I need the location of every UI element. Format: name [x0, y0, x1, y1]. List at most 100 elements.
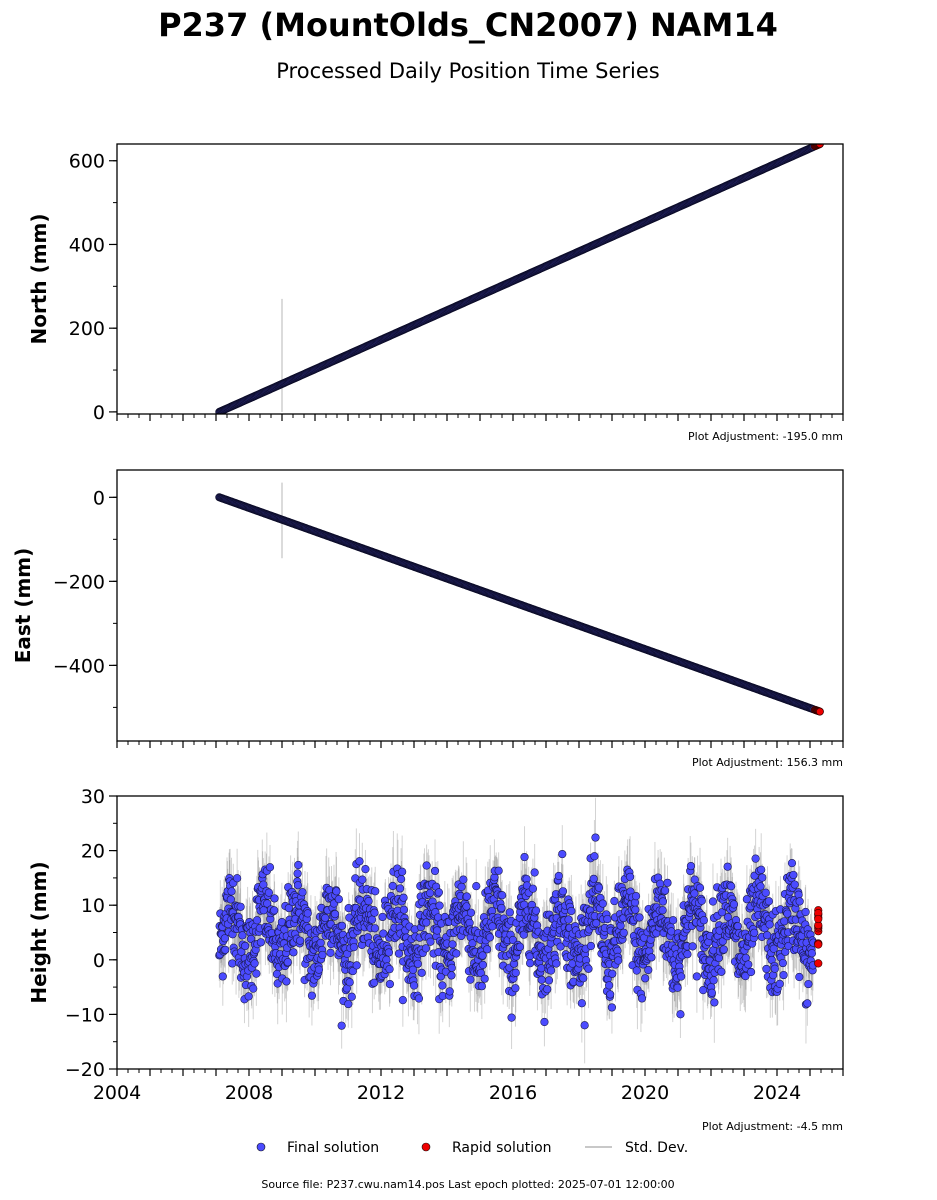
east-y-axis-label: East (mm) — [11, 548, 35, 664]
height-final-point — [414, 994, 424, 1003]
height-rapid-point — [814, 914, 823, 924]
x-tick-label: 2016 — [489, 1082, 537, 1104]
height-final-point — [556, 942, 565, 951]
height-final-point — [250, 959, 259, 968]
height-final-point — [770, 964, 779, 973]
height-final-point — [466, 975, 475, 984]
north-y-tick-label: 600 — [69, 151, 105, 173]
height-final-point — [289, 948, 298, 957]
height-final-point — [316, 938, 325, 948]
height-final-point — [477, 982, 486, 991]
height-final-point — [552, 959, 561, 968]
height-plot-adjustment: Plot Adjustment: -4.5 mm — [702, 1120, 843, 1133]
height-final-point — [355, 857, 364, 866]
height-final-point — [337, 1021, 346, 1030]
height-final-point — [607, 1003, 617, 1012]
height-final-point — [417, 968, 426, 977]
height-final-point — [554, 871, 563, 881]
height-final-point — [577, 999, 586, 1008]
height-final-point — [669, 916, 678, 925]
height-final-point — [515, 942, 525, 951]
north-y-tick-label: 400 — [69, 234, 105, 256]
height-final-point — [361, 865, 370, 874]
height-final-point — [626, 872, 635, 881]
height-final-point — [717, 967, 726, 976]
height-final-point — [435, 901, 444, 910]
height-final-point — [447, 963, 456, 972]
height-final-point — [321, 913, 330, 923]
height-y-tick-label: −10 — [65, 1004, 105, 1026]
height-final-point — [756, 882, 765, 891]
height-final-point — [480, 974, 489, 983]
height-y-axis-label: Height (mm) — [27, 861, 51, 1003]
height-final-point — [708, 897, 718, 906]
height-final-point — [483, 945, 492, 954]
height-final-point — [540, 1017, 549, 1027]
height-final-point — [233, 874, 242, 883]
height-final-point — [422, 918, 431, 927]
height-final-point — [758, 873, 767, 882]
height-final-point — [507, 1013, 516, 1022]
height-final-point — [546, 966, 556, 975]
height-final-point — [729, 900, 739, 909]
height-final-point — [765, 920, 774, 929]
north-rapid-point — [815, 144, 824, 148]
height-final-point — [448, 940, 457, 949]
height-final-point — [511, 968, 520, 977]
height-final-point — [695, 883, 705, 892]
height-final-point — [256, 938, 266, 947]
height-y-tick-label: −20 — [65, 1059, 105, 1081]
height-final-point — [614, 956, 623, 965]
height-final-point — [658, 906, 667, 915]
height-final-point — [294, 860, 303, 870]
north-plot-adjustment: Plot Adjustment: -195.0 mm — [688, 430, 843, 443]
height-y-tick-label: 0 — [93, 950, 105, 972]
height-final-point — [683, 950, 692, 959]
height-final-point — [580, 1021, 589, 1030]
height-final-point — [409, 981, 419, 990]
legend-final-label: Final solution — [287, 1140, 379, 1156]
height-final-point — [370, 908, 379, 917]
height-final-point — [227, 887, 236, 896]
height-final-point — [421, 944, 431, 953]
height-final-point — [762, 964, 771, 974]
height-final-point — [433, 926, 442, 935]
height-final-point — [676, 1010, 685, 1019]
height-final-point — [632, 966, 641, 975]
height-final-point — [445, 987, 454, 996]
height-final-point — [349, 943, 359, 952]
height-final-point — [430, 866, 440, 876]
height-final-point — [589, 874, 598, 883]
height-final-point — [530, 868, 539, 877]
height-final-point — [462, 902, 471, 911]
height-final-point — [789, 870, 798, 880]
east-plot-adjustment: Plot Adjustment: 156.3 mm — [692, 756, 843, 769]
height-final-point — [394, 949, 404, 958]
height-final-point — [459, 875, 468, 884]
north-y-axis-label: North (mm) — [27, 213, 51, 344]
height-final-point — [345, 978, 354, 987]
east-panel: 0 −200 −400 East (mm) Plot Adjustment: 156.3… — [11, 469, 844, 769]
height-final-point — [398, 996, 407, 1005]
height-final-point — [511, 984, 520, 993]
height-final-point — [259, 906, 268, 915]
height-final-point — [307, 991, 317, 1000]
height-final-point — [780, 917, 789, 926]
height-final-point — [719, 945, 728, 954]
height-final-point — [686, 861, 696, 871]
height-final-point — [606, 990, 615, 999]
height-final-point — [741, 972, 750, 981]
height-final-point — [697, 896, 706, 905]
height-final-point — [757, 865, 766, 874]
height-final-point — [764, 897, 773, 906]
height-final-point — [385, 979, 395, 989]
height-final-point — [284, 903, 293, 913]
height-final-point — [586, 941, 596, 951]
legend-rapid-label: Rapid solution — [452, 1140, 552, 1156]
height-final-point — [221, 945, 230, 954]
height-final-point — [699, 916, 708, 925]
height-final-point — [252, 916, 262, 925]
height-final-point — [779, 970, 788, 980]
height-final-point — [608, 969, 617, 978]
